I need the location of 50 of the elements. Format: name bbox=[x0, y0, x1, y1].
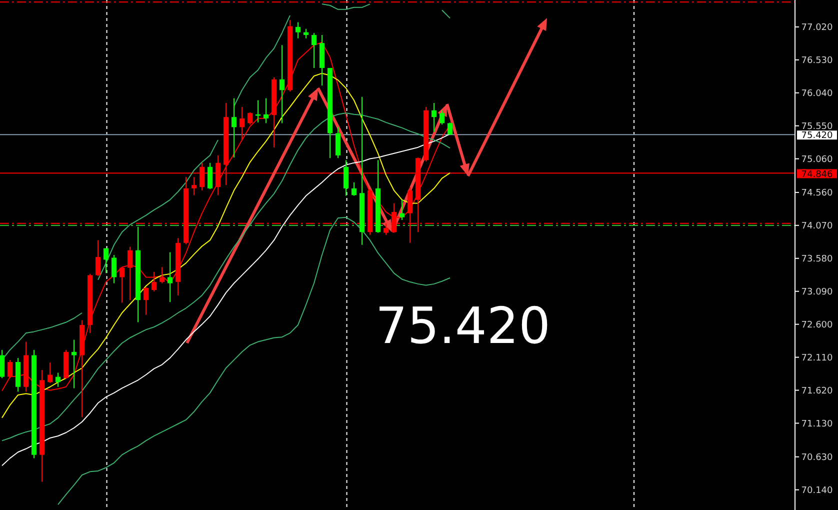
y-tick-label: 71.130 bbox=[801, 419, 834, 430]
annotation: 75.420 bbox=[376, 297, 550, 355]
y-tick-label: 75.550 bbox=[801, 122, 834, 132]
candlestick bbox=[296, 22, 300, 39]
candlestick bbox=[432, 102, 436, 132]
y-tick-label: 74.070 bbox=[801, 222, 834, 232]
y-tick-label: 71.620 bbox=[801, 386, 834, 396]
candlestick bbox=[240, 106, 244, 140]
candlestick bbox=[56, 372, 60, 388]
candlestick bbox=[152, 271, 156, 292]
candlestick bbox=[352, 182, 356, 196]
candlestick bbox=[264, 98, 268, 124]
y-tick-label: 70.140 bbox=[801, 486, 834, 496]
y-tick-label: 76.530 bbox=[801, 56, 834, 66]
y-tick-label: 73.090 bbox=[801, 287, 834, 298]
candlestick bbox=[384, 222, 388, 236]
candlestick bbox=[192, 176, 196, 196]
candlestick bbox=[104, 248, 108, 274]
candlestick bbox=[160, 266, 164, 284]
candlestick bbox=[344, 160, 348, 196]
candlestick bbox=[0, 349, 4, 379]
y-tick-label: 70.630 bbox=[801, 452, 834, 463]
candlestick bbox=[280, 44, 284, 124]
candlestick bbox=[448, 122, 452, 136]
candlestick bbox=[440, 110, 444, 125]
candlestick bbox=[312, 32, 316, 68]
candlestick bbox=[128, 246, 132, 301]
ref-line-label: 74.846 bbox=[801, 170, 834, 180]
y-tick-label: 73.580 bbox=[801, 254, 834, 265]
candlestick bbox=[248, 112, 252, 125]
candlestick bbox=[304, 28, 308, 39]
candlestick bbox=[48, 362, 52, 384]
candlestick bbox=[8, 359, 12, 379]
ref-line-label: 75.420 bbox=[801, 131, 834, 142]
y-tick-label: 77.020 bbox=[801, 23, 834, 34]
candlestick bbox=[112, 254, 116, 284]
y-tick-label: 76.040 bbox=[801, 89, 834, 99]
y-tick-label: 72.110 bbox=[801, 353, 834, 364]
candlestick bbox=[144, 286, 148, 316]
candlestick bbox=[168, 252, 172, 303]
candlestick bbox=[120, 266, 124, 304]
y-tick-label: 72.600 bbox=[801, 320, 834, 330]
candlestick bbox=[208, 162, 212, 190]
candlestick bbox=[336, 126, 340, 159]
y-tick-label: 74.560 bbox=[801, 188, 834, 199]
candlestick bbox=[232, 98, 236, 158]
candlestick bbox=[96, 240, 100, 276]
candlestick bbox=[400, 199, 404, 221]
candlestick bbox=[72, 339, 76, 389]
y-tick-label: 75.060 bbox=[801, 154, 834, 165]
